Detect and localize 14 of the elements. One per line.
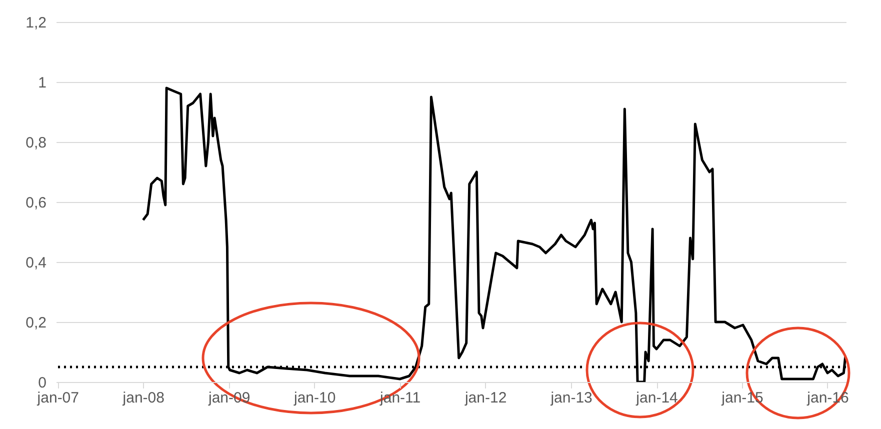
- x-tick-label: jan-12: [464, 390, 507, 406]
- y-tick-label: 0,6: [26, 194, 46, 212]
- y-tick-label: 0,4: [26, 254, 46, 272]
- y-tick-label: 1,2: [26, 14, 46, 32]
- x-tick-label: jan-14: [635, 390, 678, 406]
- x-tick-label: jan-13: [550, 390, 592, 406]
- y-tick-label: 0,8: [26, 134, 46, 152]
- x-tick-label: jan-11: [379, 390, 421, 406]
- x-tick-label: jan-10: [292, 390, 336, 406]
- y-tick-label: 1: [38, 74, 46, 92]
- y-tick-label: 0: [38, 374, 46, 392]
- x-tick-label: jan-07: [36, 390, 79, 406]
- y-tick-label: 0,2: [26, 314, 46, 332]
- x-tick-label: jan-08: [122, 390, 164, 406]
